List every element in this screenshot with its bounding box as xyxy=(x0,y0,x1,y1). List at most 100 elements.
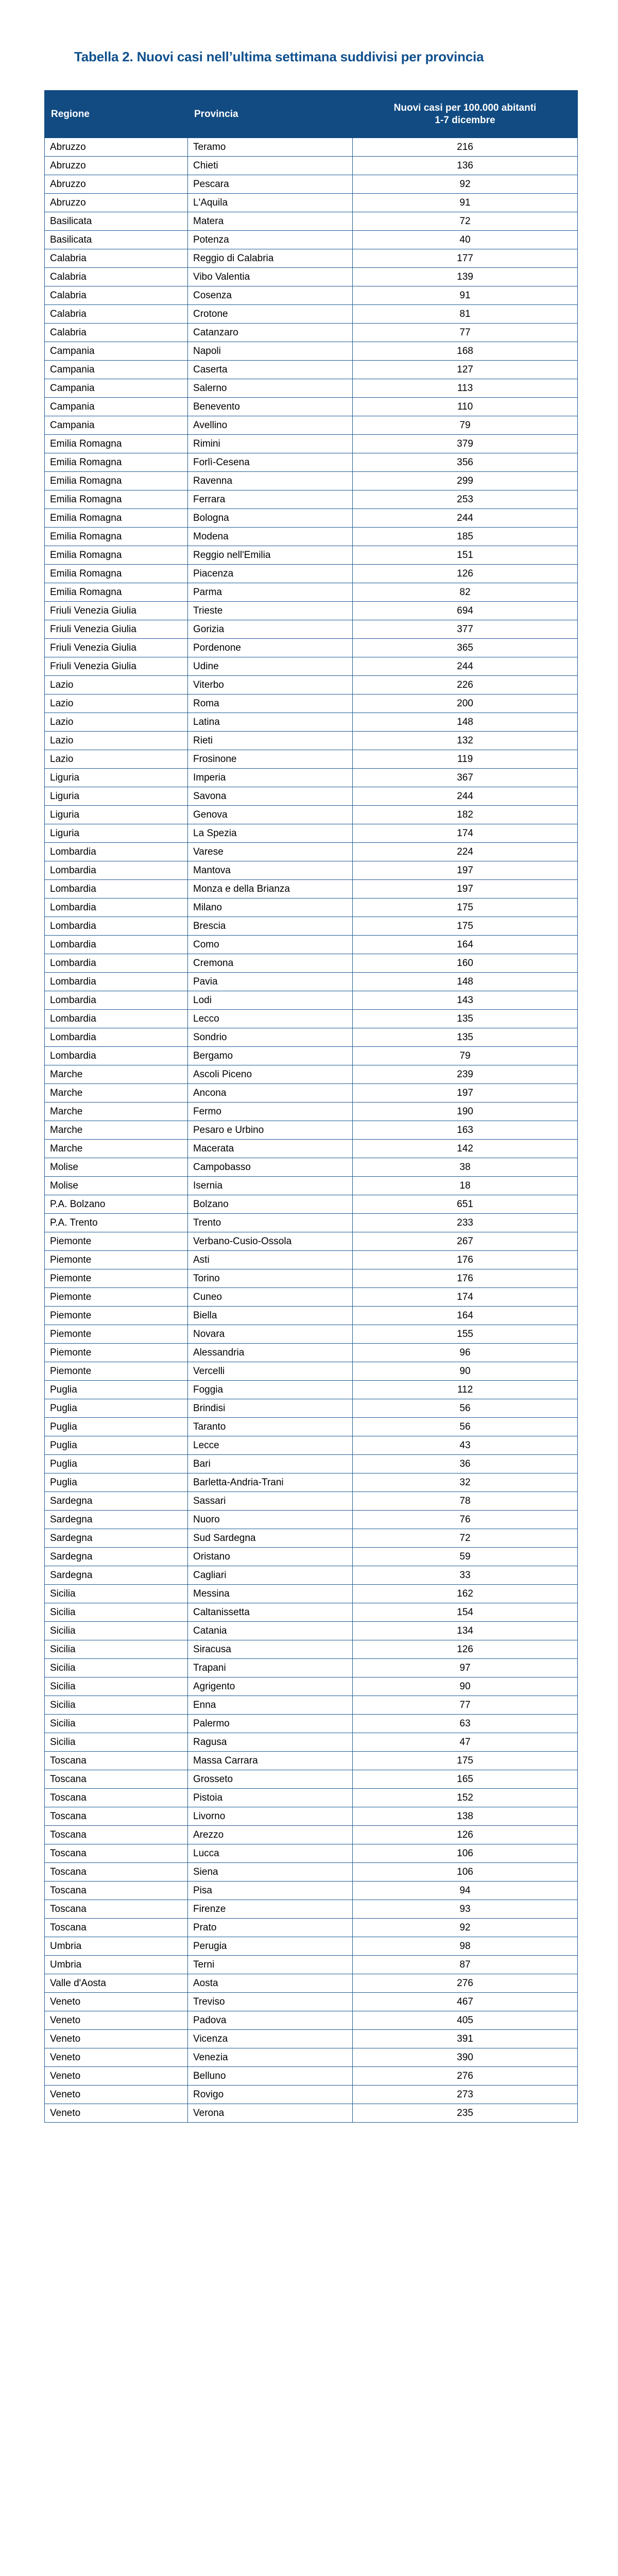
cell-provincia: Ancona xyxy=(187,1083,353,1103)
cell-provincia: Livorno xyxy=(187,1807,353,1826)
cell-provincia: Taranto xyxy=(187,1417,353,1436)
cell-valore: 175 xyxy=(352,917,578,936)
cell-regione: Lombardia xyxy=(44,972,188,991)
cell-regione: Emilia Romagna xyxy=(44,564,188,583)
cell-provincia: Firenze xyxy=(187,1900,353,1919)
cell-regione: Marche xyxy=(44,1065,188,1084)
table-row: Puglia Lecce 43 xyxy=(44,1436,578,1455)
table-row: Liguria Savona 244 xyxy=(44,787,578,806)
table-row: Lazio Rieti 132 xyxy=(44,731,578,750)
table-row: Sicilia Caltanissetta 154 xyxy=(44,1603,578,1622)
cell-valore: 175 xyxy=(352,1751,578,1770)
table-row: Basilicata Matera 72 xyxy=(44,212,578,231)
cell-provincia: Vicenza xyxy=(187,2029,353,2048)
cell-regione: Sardegna xyxy=(44,1510,188,1529)
table-row: Veneto Rovigo 273 xyxy=(44,2085,578,2104)
table-row: Campania Caserta 127 xyxy=(44,360,578,379)
cell-regione: P.A. Trento xyxy=(44,1213,188,1232)
cell-regione: Umbria xyxy=(44,1937,188,1956)
cell-provincia: Modena xyxy=(187,527,353,546)
cell-provincia: Prato xyxy=(187,1918,353,1937)
table-row: Emilia Romagna Forlì-Cesena 356 xyxy=(44,453,578,472)
cell-valore: 356 xyxy=(352,453,578,472)
cell-provincia: Siracusa xyxy=(187,1640,353,1659)
cell-regione: Lazio xyxy=(44,675,188,694)
cell-provincia: Siena xyxy=(187,1862,353,1882)
cell-valore: 112 xyxy=(352,1380,578,1399)
cell-provincia: Messina xyxy=(187,1584,353,1603)
table-row: Sardegna Sassari 78 xyxy=(44,1492,578,1511)
table-row: Umbria Terni 87 xyxy=(44,1955,578,1974)
table-row: Emilia Romagna Ferrara 253 xyxy=(44,490,578,509)
cell-valore: 151 xyxy=(352,546,578,565)
cell-provincia: Piacenza xyxy=(187,564,353,583)
cell-provincia: Oristano xyxy=(187,1547,353,1566)
table-row: Emilia Romagna Ravenna 299 xyxy=(44,471,578,490)
cell-valore: 276 xyxy=(352,1974,578,1993)
cell-valore: 110 xyxy=(352,397,578,416)
cell-provincia: Matera xyxy=(187,212,353,231)
cell-provincia: Asti xyxy=(187,1250,353,1269)
cell-regione: Puglia xyxy=(44,1417,188,1436)
cell-provincia: Foggia xyxy=(187,1380,353,1399)
cell-valore: 81 xyxy=(352,304,578,324)
cell-valore: 226 xyxy=(352,675,578,694)
cell-valore: 139 xyxy=(352,267,578,286)
cell-valore: 185 xyxy=(352,527,578,546)
cell-regione: Piemonte xyxy=(44,1325,188,1344)
table-row: Marche Pesaro e Urbino 163 xyxy=(44,1121,578,1140)
cell-valore: 405 xyxy=(352,2011,578,2030)
table-row: Abruzzo Pescara 92 xyxy=(44,175,578,194)
cell-valore: 92 xyxy=(352,1918,578,1937)
cell-provincia: Pescara xyxy=(187,175,353,194)
table-row: Piemonte Vercelli 90 xyxy=(44,1362,578,1381)
cell-valore: 163 xyxy=(352,1121,578,1140)
table-row: Emilia Romagna Piacenza 126 xyxy=(44,564,578,583)
cell-valore: 148 xyxy=(352,713,578,732)
table-row: Sicilia Trapani 97 xyxy=(44,1658,578,1677)
cell-regione: Lombardia xyxy=(44,935,188,954)
provinces-table: Regione Provincia Nuovi casi per 100.000… xyxy=(44,90,578,2123)
table-row: Lombardia Brescia 175 xyxy=(44,917,578,936)
cell-regione: Sardegna xyxy=(44,1547,188,1566)
cell-regione: Piemonte xyxy=(44,1250,188,1269)
cell-regione: Piemonte xyxy=(44,1232,188,1251)
cell-valore: 38 xyxy=(352,1158,578,1177)
cell-regione: Sardegna xyxy=(44,1529,188,1548)
cell-provincia: Parma xyxy=(187,583,353,602)
cell-valore: 200 xyxy=(352,694,578,713)
table-row: Puglia Bari 36 xyxy=(44,1454,578,1473)
cell-valore: 142 xyxy=(352,1139,578,1158)
cell-valore: 79 xyxy=(352,1046,578,1065)
cell-regione: Abruzzo xyxy=(44,193,188,212)
table-row: Lombardia Mantova 197 xyxy=(44,861,578,880)
cell-provincia: Ravenna xyxy=(187,471,353,490)
table-row: Calabria Vibo Valentia 139 xyxy=(44,267,578,286)
table-row: Liguria Genova 182 xyxy=(44,805,578,824)
cell-regione: Lombardia xyxy=(44,861,188,880)
column-header-valore-line1: Nuovi casi per 100.000 abitanti xyxy=(393,102,537,113)
cell-regione: Veneto xyxy=(44,2066,188,2086)
cell-valore: 77 xyxy=(352,323,578,342)
cell-provincia: Sondrio xyxy=(187,1028,353,1047)
cell-provincia: Rieti xyxy=(187,731,353,750)
table-row: Calabria Catanzaro 77 xyxy=(44,323,578,342)
cell-regione: Toscana xyxy=(44,1862,188,1882)
table-row: Sicilia Ragusa 47 xyxy=(44,1733,578,1752)
table-row: Lombardia Pavia 148 xyxy=(44,972,578,991)
cell-valore: 367 xyxy=(352,768,578,787)
cell-valore: 33 xyxy=(352,1566,578,1585)
cell-valore: 91 xyxy=(352,193,578,212)
cell-provincia: Agrigento xyxy=(187,1677,353,1696)
column-header-regione: Regione xyxy=(44,90,188,138)
column-header-provincia: Provincia xyxy=(187,90,353,138)
cell-provincia: Salerno xyxy=(187,379,353,398)
cell-provincia: Forlì-Cesena xyxy=(187,453,353,472)
table-row: Sardegna Nuoro 76 xyxy=(44,1510,578,1529)
cell-valore: 154 xyxy=(352,1603,578,1622)
cell-valore: 174 xyxy=(352,824,578,843)
table-row: Toscana Livorno 138 xyxy=(44,1807,578,1826)
cell-provincia: La Spezia xyxy=(187,824,353,843)
cell-regione: Friuli Venezia Giulia xyxy=(44,638,188,657)
cell-valore: 98 xyxy=(352,1937,578,1956)
